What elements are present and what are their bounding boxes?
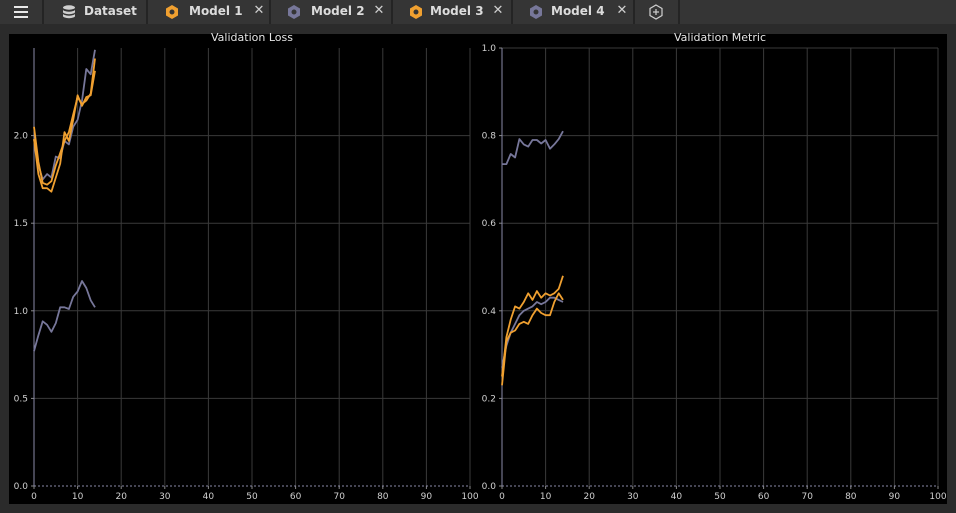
x-tick-label: 70 xyxy=(801,492,813,502)
x-tick-label: 50 xyxy=(714,492,726,502)
close-icon[interactable]: ✕ xyxy=(373,3,385,18)
tab-separator xyxy=(42,0,44,24)
series-line-4 xyxy=(33,70,96,193)
x-tick-label: 20 xyxy=(115,492,127,502)
y-tick-label: 0.0 xyxy=(14,482,29,492)
x-tick-label: 60 xyxy=(290,492,302,502)
tab-model-3[interactable]: Model 3 ✕ xyxy=(393,0,511,24)
x-tick-label: 80 xyxy=(377,492,389,502)
chart-1: Validation Loss 0 10 20 30 40 50 60 70 80 90 100 0.0… xyxy=(14,31,479,502)
y-tick-label: 0.4 xyxy=(482,307,497,317)
x-tick-label: 90 xyxy=(421,492,433,502)
add-tab-button[interactable] xyxy=(634,0,678,24)
y-tick-label: 1.0 xyxy=(14,307,29,317)
series-line-1 xyxy=(33,280,96,352)
x-tick-label: 10 xyxy=(540,492,552,502)
y-tick-label: 0.5 xyxy=(14,394,28,404)
series-line-2 xyxy=(33,49,96,181)
x-tick-label: 100 xyxy=(461,492,478,502)
y-tick-label: 2.0 xyxy=(14,132,29,142)
y-tick-label: 1.5 xyxy=(14,219,28,229)
y-tick-label: 1.0 xyxy=(482,44,497,54)
hexagon-icon xyxy=(166,5,178,19)
series-line-3 xyxy=(501,275,564,377)
charts-panel xyxy=(9,34,947,504)
y-tick-label: 0.8 xyxy=(482,132,497,142)
x-tick-label: 80 xyxy=(845,492,857,502)
x-tick-label: 90 xyxy=(889,492,901,502)
close-icon[interactable]: ✕ xyxy=(616,3,628,18)
x-tick-label: 40 xyxy=(203,492,215,502)
y-tick-label: 0.2 xyxy=(482,394,496,404)
tab-separator xyxy=(633,0,635,24)
x-tick-label: 30 xyxy=(627,492,639,502)
tab-separator xyxy=(678,0,680,24)
tab-separator xyxy=(146,0,148,24)
x-tick-label: 50 xyxy=(246,492,258,502)
x-tick-label: 100 xyxy=(929,492,946,502)
x-tick-label: 40 xyxy=(671,492,683,502)
chart-title: Validation Metric xyxy=(674,31,766,44)
tab-label: Model 4 xyxy=(551,4,605,18)
tab-separator xyxy=(269,0,271,24)
tab-model-2[interactable]: Model 2 ✕ xyxy=(271,0,391,24)
hexagon-icon xyxy=(530,5,542,19)
add-model-icon xyxy=(649,4,663,20)
series-line-2 xyxy=(501,296,564,368)
x-tick-label: 60 xyxy=(758,492,770,502)
hexagon-icon xyxy=(410,5,422,19)
tab-label: Model 3 xyxy=(430,4,484,18)
tab-label: Dataset xyxy=(84,4,137,18)
tab-model-4[interactable]: Model 4 ✕ xyxy=(513,0,633,24)
x-tick-label: 70 xyxy=(333,492,345,502)
y-tick-label: 0.0 xyxy=(482,482,497,492)
x-tick-label: 0 xyxy=(31,492,37,502)
menu-button[interactable] xyxy=(0,0,42,24)
database-icon xyxy=(63,5,75,19)
close-icon[interactable]: ✕ xyxy=(253,3,265,18)
tab-label: Model 1 xyxy=(189,4,243,18)
chart-title: Validation Loss xyxy=(211,31,293,44)
y-tick-label: 0.6 xyxy=(482,219,497,229)
x-tick-label: 30 xyxy=(159,492,171,502)
tab-separator xyxy=(511,0,513,24)
series-line-1 xyxy=(502,130,564,166)
series-line-4 xyxy=(501,292,564,386)
tab-label: Model 2 xyxy=(311,4,365,18)
x-tick-label: 10 xyxy=(72,492,84,502)
tab-model-1[interactable]: Model 1 ✕ xyxy=(149,0,269,24)
x-tick-label: 0 xyxy=(499,492,505,502)
x-tick-label: 20 xyxy=(583,492,595,502)
tab-separator xyxy=(391,0,393,24)
chart-2: Validation Metric 0 10 20 30 40 50 60 70 80 90 100 0… xyxy=(482,31,947,502)
tab-dataset[interactable]: Dataset xyxy=(46,0,146,24)
hexagon-icon xyxy=(288,5,300,19)
tab-bar: Dataset Model 1 ✕ Model 2 ✕ Model 3 ✕ xyxy=(0,0,956,24)
close-icon[interactable]: ✕ xyxy=(492,3,504,18)
